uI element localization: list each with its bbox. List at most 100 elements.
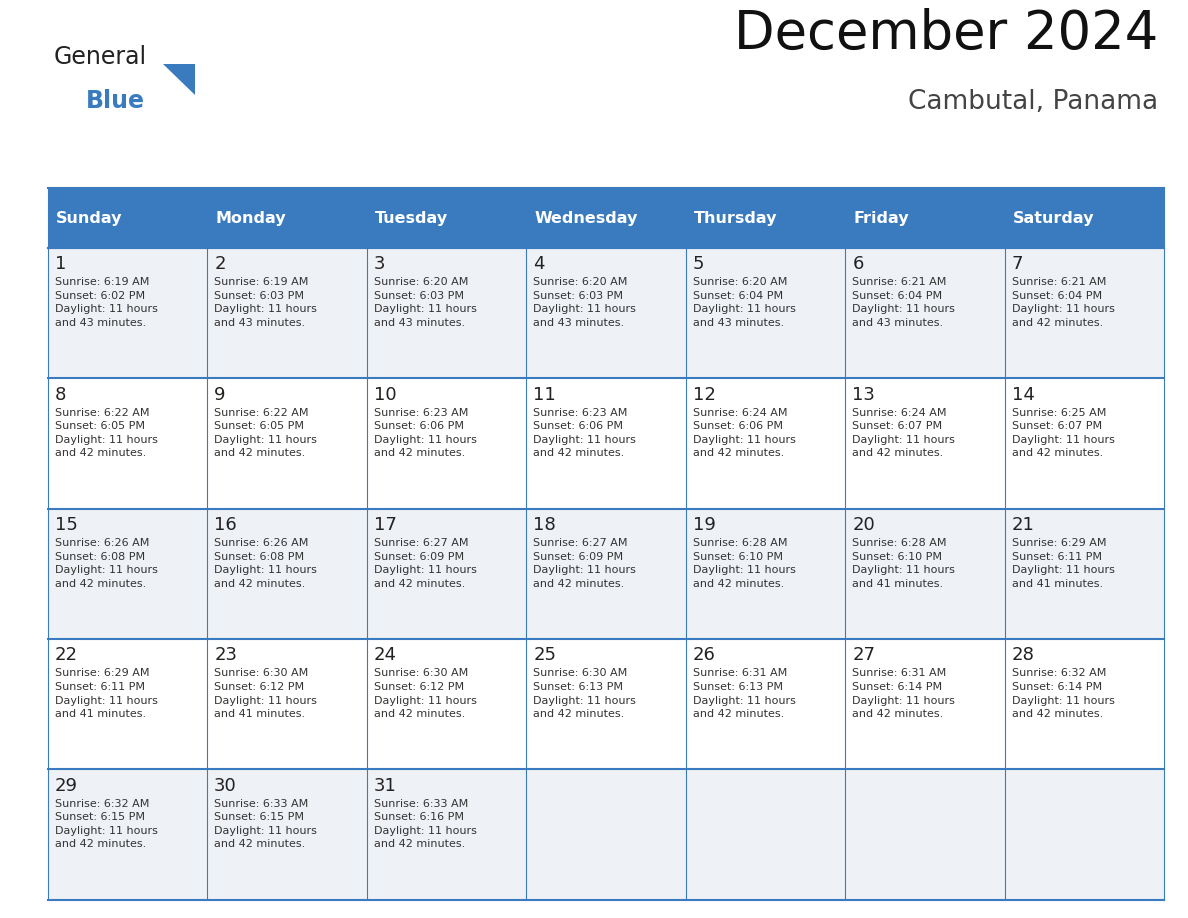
Text: 26: 26 — [693, 646, 715, 665]
Bar — [367, 188, 526, 248]
Text: Sunrise: 6:20 AM
Sunset: 6:03 PM
Daylight: 11 hours
and 43 minutes.: Sunrise: 6:20 AM Sunset: 6:03 PM Dayligh… — [533, 277, 636, 328]
Bar — [1005, 248, 1164, 378]
Text: 17: 17 — [374, 516, 397, 534]
Bar — [367, 248, 526, 378]
Text: Sunrise: 6:24 AM
Sunset: 6:06 PM
Daylight: 11 hours
and 42 minutes.: Sunrise: 6:24 AM Sunset: 6:06 PM Dayligh… — [693, 408, 796, 458]
Text: Sunrise: 6:21 AM
Sunset: 6:04 PM
Daylight: 11 hours
and 43 minutes.: Sunrise: 6:21 AM Sunset: 6:04 PM Dayligh… — [852, 277, 955, 328]
Text: 13: 13 — [852, 386, 876, 404]
Text: 16: 16 — [214, 516, 236, 534]
Bar — [845, 248, 1005, 378]
Bar — [1005, 378, 1164, 509]
Bar — [367, 509, 526, 639]
Text: Sunday: Sunday — [56, 210, 122, 226]
Bar — [526, 509, 685, 639]
Text: Sunrise: 6:28 AM
Sunset: 6:10 PM
Daylight: 11 hours
and 42 minutes.: Sunrise: 6:28 AM Sunset: 6:10 PM Dayligh… — [693, 538, 796, 588]
Text: 25: 25 — [533, 646, 556, 665]
Bar — [685, 509, 845, 639]
Text: 22: 22 — [55, 646, 77, 665]
Text: Sunrise: 6:19 AM
Sunset: 6:03 PM
Daylight: 11 hours
and 43 minutes.: Sunrise: 6:19 AM Sunset: 6:03 PM Dayligh… — [214, 277, 317, 328]
Text: Monday: Monday — [215, 210, 286, 226]
Text: 27: 27 — [852, 646, 876, 665]
Bar — [367, 639, 526, 769]
Text: 2: 2 — [214, 255, 226, 274]
Polygon shape — [163, 64, 195, 95]
Text: 6: 6 — [852, 255, 864, 274]
Bar — [207, 248, 367, 378]
Bar — [207, 639, 367, 769]
Bar — [367, 378, 526, 509]
Text: Sunrise: 6:32 AM
Sunset: 6:14 PM
Daylight: 11 hours
and 42 minutes.: Sunrise: 6:32 AM Sunset: 6:14 PM Dayligh… — [1012, 668, 1114, 719]
Text: 1: 1 — [55, 255, 67, 274]
Text: 29: 29 — [55, 777, 77, 795]
Text: Sunrise: 6:30 AM
Sunset: 6:12 PM
Daylight: 11 hours
and 41 minutes.: Sunrise: 6:30 AM Sunset: 6:12 PM Dayligh… — [214, 668, 317, 719]
Text: Friday: Friday — [853, 210, 909, 226]
Bar — [48, 639, 207, 769]
Text: Sunrise: 6:31 AM
Sunset: 6:13 PM
Daylight: 11 hours
and 42 minutes.: Sunrise: 6:31 AM Sunset: 6:13 PM Dayligh… — [693, 668, 796, 719]
Text: Sunrise: 6:31 AM
Sunset: 6:14 PM
Daylight: 11 hours
and 42 minutes.: Sunrise: 6:31 AM Sunset: 6:14 PM Dayligh… — [852, 668, 955, 719]
Text: 4: 4 — [533, 255, 545, 274]
Text: 3: 3 — [374, 255, 385, 274]
Bar — [207, 509, 367, 639]
Text: Cambutal, Panama: Cambutal, Panama — [908, 89, 1158, 115]
Text: 10: 10 — [374, 386, 397, 404]
Text: 19: 19 — [693, 516, 715, 534]
Bar — [685, 639, 845, 769]
Text: 8: 8 — [55, 386, 67, 404]
Text: 9: 9 — [214, 386, 226, 404]
Text: Blue: Blue — [86, 89, 145, 113]
Bar — [48, 378, 207, 509]
Text: Sunrise: 6:25 AM
Sunset: 6:07 PM
Daylight: 11 hours
and 42 minutes.: Sunrise: 6:25 AM Sunset: 6:07 PM Dayligh… — [1012, 408, 1114, 458]
Text: December 2024: December 2024 — [734, 7, 1158, 60]
Text: Sunrise: 6:23 AM
Sunset: 6:06 PM
Daylight: 11 hours
and 42 minutes.: Sunrise: 6:23 AM Sunset: 6:06 PM Dayligh… — [533, 408, 636, 458]
Text: Sunrise: 6:27 AM
Sunset: 6:09 PM
Daylight: 11 hours
and 42 minutes.: Sunrise: 6:27 AM Sunset: 6:09 PM Dayligh… — [374, 538, 476, 588]
Text: Sunrise: 6:30 AM
Sunset: 6:13 PM
Daylight: 11 hours
and 42 minutes.: Sunrise: 6:30 AM Sunset: 6:13 PM Dayligh… — [533, 668, 636, 719]
Text: Sunrise: 6:19 AM
Sunset: 6:02 PM
Daylight: 11 hours
and 43 minutes.: Sunrise: 6:19 AM Sunset: 6:02 PM Dayligh… — [55, 277, 158, 328]
Bar — [845, 188, 1005, 248]
Text: Sunrise: 6:24 AM
Sunset: 6:07 PM
Daylight: 11 hours
and 42 minutes.: Sunrise: 6:24 AM Sunset: 6:07 PM Dayligh… — [852, 408, 955, 458]
Bar — [526, 639, 685, 769]
Bar — [367, 769, 526, 900]
Text: Sunrise: 6:21 AM
Sunset: 6:04 PM
Daylight: 11 hours
and 42 minutes.: Sunrise: 6:21 AM Sunset: 6:04 PM Dayligh… — [1012, 277, 1114, 328]
Text: 28: 28 — [1012, 646, 1035, 665]
Text: 5: 5 — [693, 255, 704, 274]
Bar — [845, 378, 1005, 509]
Text: Sunrise: 6:33 AM
Sunset: 6:15 PM
Daylight: 11 hours
and 42 minutes.: Sunrise: 6:33 AM Sunset: 6:15 PM Dayligh… — [214, 799, 317, 849]
Bar — [845, 509, 1005, 639]
Text: 23: 23 — [214, 646, 238, 665]
Bar — [685, 769, 845, 900]
Text: Sunrise: 6:20 AM
Sunset: 6:03 PM
Daylight: 11 hours
and 43 minutes.: Sunrise: 6:20 AM Sunset: 6:03 PM Dayligh… — [374, 277, 476, 328]
Text: 24: 24 — [374, 646, 397, 665]
Text: 15: 15 — [55, 516, 77, 534]
Bar — [526, 188, 685, 248]
Text: Sunrise: 6:22 AM
Sunset: 6:05 PM
Daylight: 11 hours
and 42 minutes.: Sunrise: 6:22 AM Sunset: 6:05 PM Dayligh… — [55, 408, 158, 458]
Text: Sunrise: 6:32 AM
Sunset: 6:15 PM
Daylight: 11 hours
and 42 minutes.: Sunrise: 6:32 AM Sunset: 6:15 PM Dayligh… — [55, 799, 158, 849]
Bar — [685, 248, 845, 378]
Bar — [48, 248, 207, 378]
Bar — [685, 188, 845, 248]
Bar — [845, 769, 1005, 900]
Text: Sunrise: 6:29 AM
Sunset: 6:11 PM
Daylight: 11 hours
and 41 minutes.: Sunrise: 6:29 AM Sunset: 6:11 PM Dayligh… — [1012, 538, 1114, 588]
Text: Sunrise: 6:29 AM
Sunset: 6:11 PM
Daylight: 11 hours
and 41 minutes.: Sunrise: 6:29 AM Sunset: 6:11 PM Dayligh… — [55, 668, 158, 719]
Text: Thursday: Thursday — [694, 210, 777, 226]
Text: Sunrise: 6:26 AM
Sunset: 6:08 PM
Daylight: 11 hours
and 42 minutes.: Sunrise: 6:26 AM Sunset: 6:08 PM Dayligh… — [55, 538, 158, 588]
Bar — [207, 188, 367, 248]
Text: 7: 7 — [1012, 255, 1023, 274]
Text: 14: 14 — [1012, 386, 1035, 404]
Text: Sunrise: 6:22 AM
Sunset: 6:05 PM
Daylight: 11 hours
and 42 minutes.: Sunrise: 6:22 AM Sunset: 6:05 PM Dayligh… — [214, 408, 317, 458]
Bar — [526, 378, 685, 509]
Bar — [207, 769, 367, 900]
Text: Sunrise: 6:28 AM
Sunset: 6:10 PM
Daylight: 11 hours
and 41 minutes.: Sunrise: 6:28 AM Sunset: 6:10 PM Dayligh… — [852, 538, 955, 588]
Bar — [48, 769, 207, 900]
Text: Wednesday: Wednesday — [535, 210, 638, 226]
Text: Sunrise: 6:20 AM
Sunset: 6:04 PM
Daylight: 11 hours
and 43 minutes.: Sunrise: 6:20 AM Sunset: 6:04 PM Dayligh… — [693, 277, 796, 328]
Text: 30: 30 — [214, 777, 236, 795]
Text: Sunrise: 6:23 AM
Sunset: 6:06 PM
Daylight: 11 hours
and 42 minutes.: Sunrise: 6:23 AM Sunset: 6:06 PM Dayligh… — [374, 408, 476, 458]
Text: 12: 12 — [693, 386, 715, 404]
Bar — [48, 188, 207, 248]
Bar — [1005, 639, 1164, 769]
Text: 11: 11 — [533, 386, 556, 404]
Text: 18: 18 — [533, 516, 556, 534]
Bar — [845, 639, 1005, 769]
Bar — [1005, 509, 1164, 639]
Text: 20: 20 — [852, 516, 876, 534]
